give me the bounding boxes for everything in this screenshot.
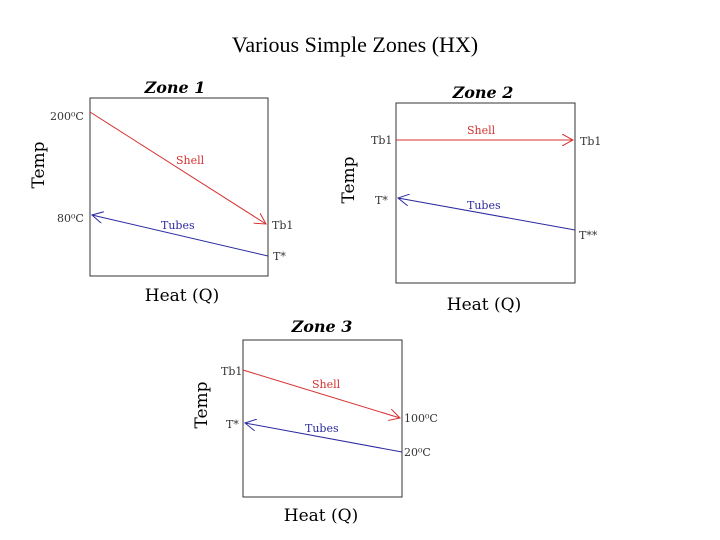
label: T* bbox=[273, 250, 286, 263]
zone-3: Zone 3 Temp Heat (Q) Tb1 T* 100⁰C 20⁰C S… bbox=[192, 317, 438, 526]
label: T** bbox=[579, 229, 598, 242]
label: 80⁰C bbox=[57, 212, 84, 225]
label: Shell bbox=[312, 378, 341, 391]
label: Tb1 bbox=[580, 135, 601, 148]
plot-box bbox=[242, 339, 403, 498]
y-label: Temp bbox=[29, 141, 49, 188]
label: Tb1 bbox=[272, 219, 293, 232]
x-label: Heat (Q) bbox=[447, 295, 521, 315]
tubes-line bbox=[398, 198, 576, 231]
tubes-line bbox=[245, 423, 403, 453]
y-label: Temp bbox=[192, 381, 212, 428]
y-label: Temp bbox=[339, 156, 359, 203]
label: Shell bbox=[467, 124, 496, 137]
zone-title: Zone 3 bbox=[291, 317, 353, 336]
plot-box bbox=[89, 97, 269, 277]
label: Tb1 bbox=[221, 365, 242, 378]
label: Tb1 bbox=[371, 134, 392, 147]
shell-line bbox=[242, 369, 400, 418]
label: T* bbox=[226, 418, 239, 431]
label: Shell bbox=[176, 154, 205, 167]
zone-1: Zone 1 Temp Heat (Q) 200⁰C 80⁰C Shell Tu… bbox=[29, 78, 293, 306]
tubes-line bbox=[92, 215, 269, 257]
zone-2: Zone 2 Temp Heat (Q) Tb1 Tb1 T* T** Shel… bbox=[339, 83, 601, 315]
label: Tubes bbox=[161, 219, 195, 232]
slide-title: Various Simple Zones (HX) bbox=[232, 32, 478, 57]
label: 20⁰C bbox=[404, 446, 431, 459]
label: Tubes bbox=[305, 422, 339, 435]
label: Tubes bbox=[467, 199, 501, 212]
x-label: Heat (Q) bbox=[145, 286, 219, 306]
x-label: Heat (Q) bbox=[284, 506, 358, 526]
label: 200⁰C bbox=[50, 110, 84, 123]
zone-title: Zone 2 bbox=[452, 83, 514, 102]
shell-line bbox=[89, 111, 266, 224]
zone-title: Zone 1 bbox=[144, 78, 206, 97]
plot-box bbox=[395, 102, 576, 284]
label: 100⁰C bbox=[404, 412, 438, 425]
label: T* bbox=[375, 194, 388, 207]
